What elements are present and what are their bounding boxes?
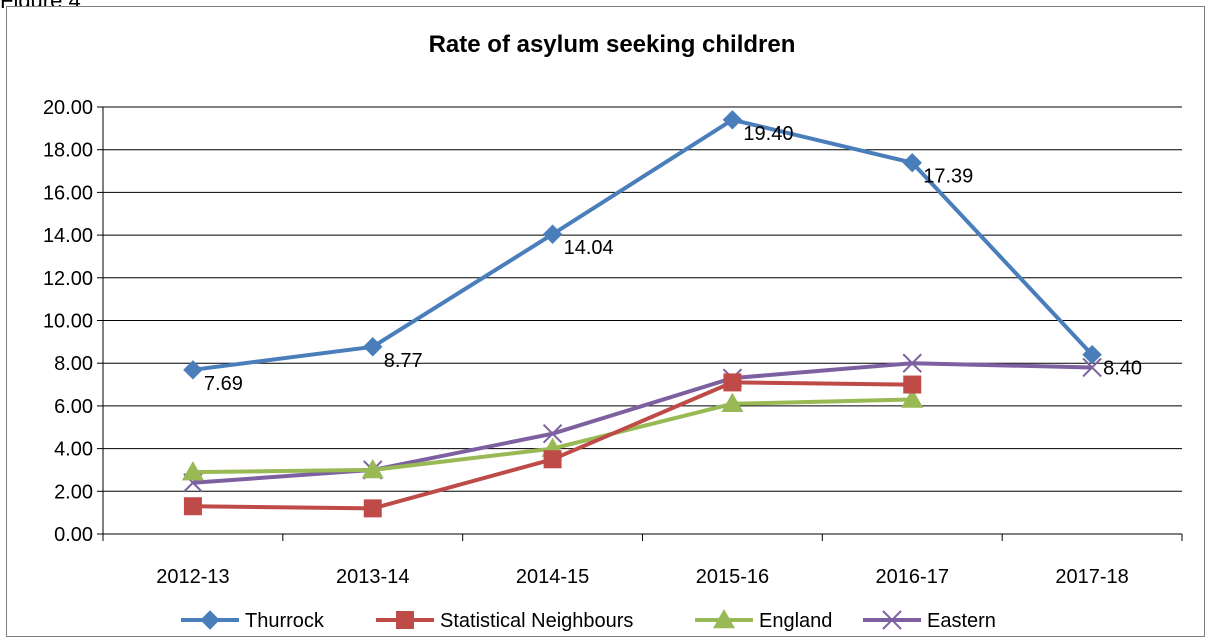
data-point: [396, 611, 414, 629]
data-labels: 7.69 8.77 14.04 19.40 17.39 8.40: [204, 123, 1142, 395]
data-point: [181, 461, 204, 481]
y-tick-label: 2.00: [54, 481, 93, 503]
legend-label: Eastern: [927, 610, 996, 632]
y-tick-label: 18.00: [43, 140, 93, 162]
y-axis: 0.00 2.00 4.00 6.00 8.00 10.00 12.00 14.00 16.00…: [43, 97, 104, 546]
y-tick-label: 4.00: [54, 439, 93, 461]
data-point: [902, 353, 922, 373]
data-label: 17.39: [923, 166, 973, 188]
data-label: 19.40: [743, 123, 793, 145]
y-tick-label: 16.00: [43, 182, 93, 204]
y-tick-label: 14.00: [43, 225, 93, 247]
y-tick-label: 0.00: [54, 524, 93, 546]
data-point: [1082, 344, 1102, 365]
x-tick-label: 2014-15: [516, 566, 589, 588]
data-label: 8.40: [1103, 358, 1142, 380]
legend-label: Thurrock: [245, 610, 325, 632]
legend-item: England: [695, 609, 832, 632]
data-point: [543, 450, 562, 469]
data-point: [363, 337, 383, 357]
x-axis: 2012-13 2013-14 2014-15 2015-16 2016-17 2017-…: [102, 533, 1183, 588]
legend-item: Thurrock: [181, 610, 325, 632]
marker-stroke: [902, 353, 922, 373]
y-tick-label: 6.00: [54, 396, 93, 418]
data-point: [1082, 357, 1102, 378]
data-point: [713, 609, 735, 629]
data-point: [542, 423, 563, 444]
data-point: [903, 375, 922, 394]
legend-item: Eastern: [863, 610, 996, 632]
x-tick-label: 2016-17: [876, 566, 949, 588]
legend-item: Statistical Neighbours: [376, 610, 633, 632]
y-tick-label: 10.00: [43, 311, 93, 333]
data-point: [361, 458, 384, 479]
gridlines: [103, 106, 1182, 492]
legend-label: Statistical Neighbours: [440, 610, 633, 632]
chart-title: Rate of asylum seeking children: [429, 31, 796, 58]
data-label: 14.04: [564, 237, 614, 259]
x-tick-label: 2015-16: [696, 566, 769, 588]
data-label: 8.77: [384, 350, 423, 372]
series-group: [181, 110, 1102, 518]
data-label: 7.69: [204, 373, 243, 395]
y-tick-label: 8.00: [54, 353, 93, 375]
data-point: [722, 110, 743, 130]
data-point: [200, 610, 220, 630]
series-line-thurrock: [192, 117, 1094, 372]
data-point: [363, 499, 382, 518]
data-point: [542, 224, 563, 244]
marker-stroke: [542, 423, 563, 444]
legend-label: England: [759, 610, 832, 632]
marker-stroke: [882, 610, 902, 630]
legend: Thurrock Statistical Neighbours England Eas…: [181, 609, 996, 632]
data-point: [901, 388, 924, 408]
chart-frame: [6, 6, 1205, 637]
data-point: [183, 497, 202, 516]
x-tick-label: 2017-18: [1055, 566, 1128, 588]
data-point: [882, 610, 902, 630]
x-tick-label: 2013-14: [336, 566, 409, 588]
data-point: [902, 153, 922, 173]
marker-stroke: [1082, 357, 1102, 378]
data-point: [723, 373, 742, 392]
y-tick-label: 12.00: [43, 268, 93, 290]
data-point: [721, 392, 744, 413]
data-point: [183, 360, 203, 380]
y-tick-label: 20.00: [43, 97, 93, 119]
x-tick-label: 2012-13: [156, 566, 229, 588]
